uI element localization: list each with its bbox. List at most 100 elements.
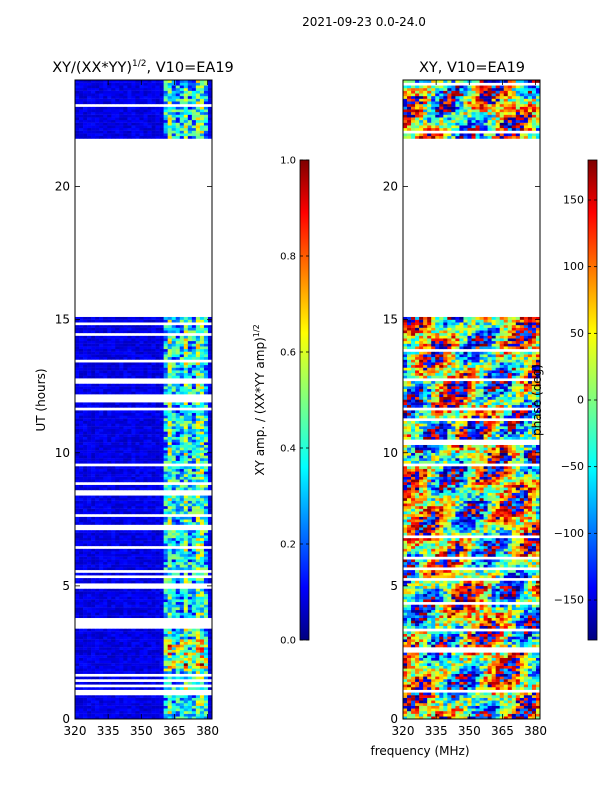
heatmap-cell [179,394,185,398]
heatmap-cell [151,503,156,507]
heatmap-cell [111,583,116,587]
heatmap-cell [119,498,124,501]
heatmap-cell [203,394,209,398]
heatmap-cell [187,689,193,693]
heatmap-cell [83,463,88,467]
heatmap-cell [139,372,144,376]
heatmap-cell [155,647,160,650]
heatmap-cell [87,527,92,531]
heatmap-cell [139,609,144,613]
heatmap-cell [79,418,84,421]
heatmap-cell [159,479,164,483]
heatmap-cell [115,391,120,395]
heatmap-cell [147,452,152,456]
heatmap-cell [127,681,132,685]
heatmap-cell [199,665,205,669]
heatmap-cell [79,324,84,328]
heatmap-cell [75,327,80,331]
heatmap-cell [147,551,152,555]
heatmap-cell [87,420,92,424]
heatmap-cell [167,380,173,384]
heatmap-cell [95,711,100,714]
heatmap-cell [91,503,96,507]
heatmap-cell [159,442,164,445]
heatmap-cell [151,482,156,485]
heatmap-cell [91,513,96,517]
heatmap-cell [207,615,212,619]
heatmap-cell [143,649,148,653]
heatmap-cell [159,513,164,517]
heatmap-cell [159,506,164,509]
heatmap-cell [143,495,148,499]
heatmap-cell [147,356,152,360]
heatmap-cell [123,327,128,331]
heatmap-cell [123,545,128,549]
heatmap-cell [127,564,132,568]
heatmap-cell [119,471,124,475]
heatmap-cell [207,679,212,682]
heatmap-cell [179,524,185,528]
heatmap-cell [127,335,132,339]
heatmap-cell [171,636,177,640]
heatmap-cell [111,596,116,600]
heatmap-cell [155,513,160,517]
heatmap-cell [79,580,84,584]
heatmap-cell [187,327,193,331]
heatmap-cell [187,607,193,611]
heatmap-cell [147,348,152,352]
heatmap-cell [159,412,164,416]
heatmap-cell [187,460,193,464]
heatmap-cell [75,583,80,587]
heatmap-cell [207,383,212,387]
heatmap-cell [159,402,164,406]
heatmap-cell [179,671,185,674]
heatmap-cell [103,474,108,477]
heatmap-cell [143,689,148,693]
heatmap-cell [95,591,100,595]
heatmap-cell [159,380,164,384]
heatmap-cell [103,463,108,467]
heatmap-cell [107,553,112,557]
heatmap-cell [99,332,104,336]
heatmap-cell [115,543,120,547]
heatmap-cell [171,703,177,706]
heatmap-cell [131,396,136,400]
heatmap-cell [87,636,92,640]
heatmap-cell [167,612,173,616]
heatmap-cell [151,479,156,483]
heatmap-cell [103,476,108,480]
heatmap-cell [103,695,108,698]
heatmap-cell [151,426,156,429]
heatmap-cell [155,556,160,560]
heatmap-cell [187,391,193,395]
heatmap-cell [139,340,144,344]
heatmap-cell [207,367,212,371]
heatmap-cell [75,575,80,579]
heatmap-cell [151,455,156,459]
heatmap-cell [195,402,201,406]
heatmap-cell [123,647,128,650]
heatmap-cell [127,484,132,488]
heatmap-cell [115,585,120,589]
heatmap-cell [95,482,100,485]
heatmap-cell [87,655,92,658]
heatmap-cell [87,687,92,690]
amplitude-title-rest: , V10=EA19 [147,60,234,76]
heatmap-cell [79,492,84,496]
heatmap-cell [207,506,212,509]
heatmap-cell [151,588,156,592]
heatmap-cell [123,415,128,419]
heatmap-cell [123,380,128,384]
heatmap-cell [183,444,189,448]
heatmap-cell [95,633,100,637]
heatmap-cell [171,591,177,595]
heatmap-cell [107,519,112,523]
heatmap-cell [131,527,136,531]
heatmap-cell [131,604,136,608]
heatmap-cell [183,450,189,453]
heatmap-cell [91,649,96,653]
heatmap-cell [175,519,181,523]
heatmap-cell [103,487,108,491]
heatmap-cell [175,348,181,352]
heatmap-cell [199,553,205,557]
